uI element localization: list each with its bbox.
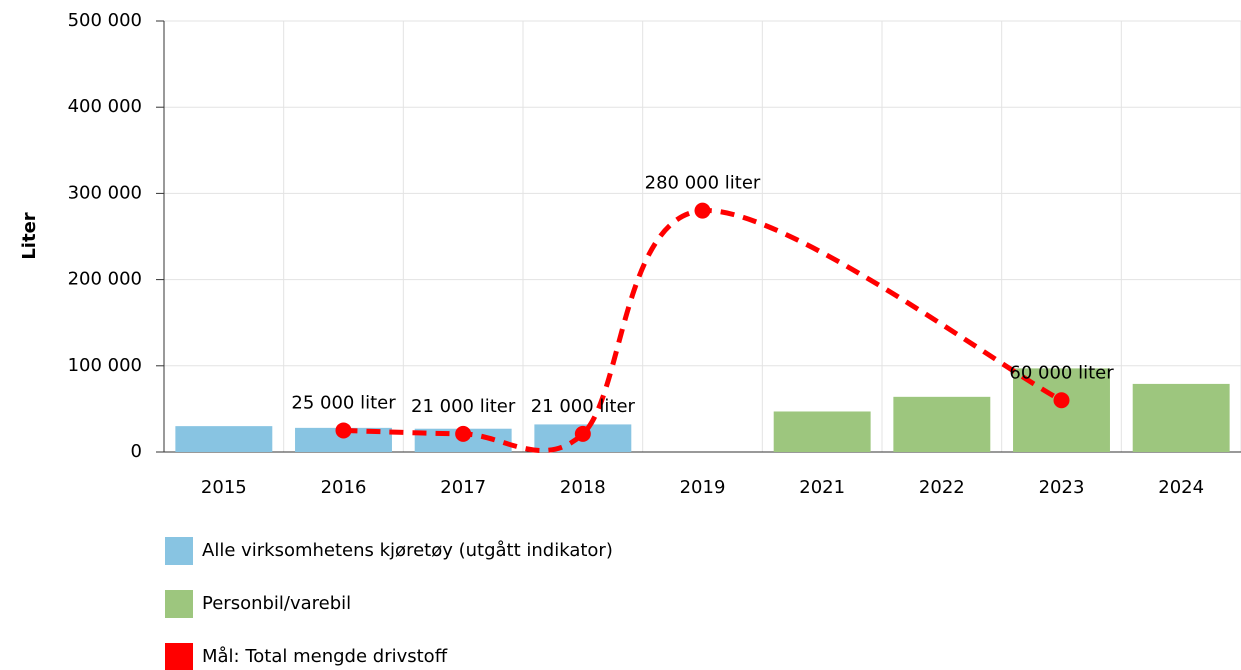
data-label: 21 000 liter xyxy=(411,396,516,417)
bar xyxy=(773,411,871,452)
data-label: 60 000 liter xyxy=(1009,362,1114,383)
x-tick-label: 2016 xyxy=(321,477,367,498)
legend-label: Personbil/varebil xyxy=(202,593,351,614)
x-tick-label: 2023 xyxy=(1039,477,1085,498)
x-tick-label: 2019 xyxy=(680,477,726,498)
y-tick-label: 200 000 xyxy=(68,269,142,290)
x-tick-label: 2018 xyxy=(560,477,606,498)
data-label: 21 000 liter xyxy=(531,396,636,417)
bar xyxy=(1132,383,1230,452)
goal-point xyxy=(1053,392,1070,409)
goal-point xyxy=(694,202,711,219)
goal-point xyxy=(455,425,472,442)
data-label: 280 000 liter xyxy=(645,173,761,194)
goal-point xyxy=(335,422,352,439)
legend-label: Mål: Total mengde drivstoff xyxy=(202,646,448,667)
data-label: 25 000 liter xyxy=(291,392,396,413)
y-tick-label: 0 xyxy=(131,441,142,462)
y-axis-label: Liter xyxy=(19,212,40,259)
y-tick-label: 500 000 xyxy=(68,10,142,31)
y-tick-label: 100 000 xyxy=(68,355,142,376)
x-tick-label: 2015 xyxy=(201,477,247,498)
legend-swatch xyxy=(165,537,193,565)
legend-swatch xyxy=(165,590,193,618)
x-tick-label: 2021 xyxy=(799,477,845,498)
legend-swatch xyxy=(165,643,193,670)
x-tick-label: 2022 xyxy=(919,477,965,498)
legend-label: Alle virksomhetens kjøretøy (utgått indi… xyxy=(202,540,613,561)
goal-point xyxy=(574,425,591,442)
bar xyxy=(175,426,273,452)
x-tick-label: 2017 xyxy=(440,477,486,498)
bar xyxy=(893,396,991,452)
y-tick-label: 300 000 xyxy=(68,182,142,203)
y-tick-label: 400 000 xyxy=(68,96,142,117)
x-tick-label: 2024 xyxy=(1158,477,1204,498)
